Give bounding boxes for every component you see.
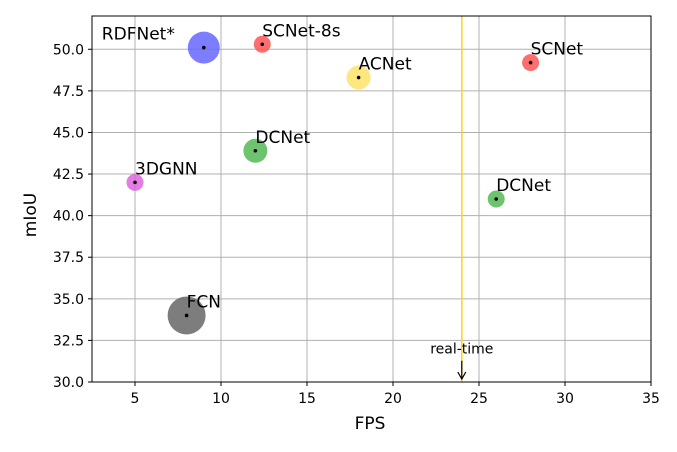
tick-labels: 5 10 15 20 25 30 35 30.0 32.5 35.0 37.5 40.0 42.5 45.… (53, 42, 660, 407)
data-point-center (133, 180, 137, 185)
x-tick-label: 5 (131, 391, 140, 407)
x-tick-label: 20 (384, 391, 402, 407)
point-label: SCNet (531, 40, 584, 60)
y-tick-label: 47.5 (53, 84, 84, 100)
data-point-center (356, 75, 361, 80)
x-tick-label: 10 (212, 391, 230, 407)
y-tick-label: 40.0 (53, 209, 84, 225)
y-tick-label: 50.0 (53, 42, 84, 58)
point-label: RDFNet* (102, 25, 175, 45)
y-tick-label: 30.0 (53, 375, 84, 391)
realtime-annotation: real-time (430, 342, 493, 358)
data-point-center (528, 60, 533, 65)
realtime-arrowhead (457, 371, 467, 381)
point-label: 3DGNN (135, 159, 198, 179)
grid-lines (92, 16, 652, 383)
x-tick-label: 25 (470, 391, 488, 407)
point-label: DCNet (496, 176, 551, 196)
point-label: DCNet (255, 128, 310, 148)
x-axis-title: FPS (355, 414, 386, 434)
data-point-center (184, 313, 189, 318)
point-label: ACNet (359, 55, 412, 75)
x-tick-label: 35 (642, 391, 660, 407)
point-label: SCNet-8s (262, 21, 340, 41)
data-point-center (202, 45, 206, 50)
y-axis-title: mIoU (21, 193, 41, 237)
y-tick-label: 42.5 (53, 167, 84, 183)
realtime-reference-line: real-time (430, 16, 493, 382)
y-tick-label: 32.5 (53, 333, 84, 349)
y-tick-label: 35.0 (53, 292, 84, 308)
x-tick-label: 15 (298, 391, 316, 407)
data-point-center (260, 42, 265, 47)
data-point-center (494, 197, 499, 201)
data-point-center (253, 148, 258, 153)
point-label: FCN (187, 292, 221, 312)
data-points: RDFNet* SCNet-8s ACNet SCNet DCNet 3DGNN DCNet… (102, 21, 584, 335)
y-tick-label: 45.0 (53, 125, 84, 141)
plot-frame (91, 15, 652, 383)
x-tick-label: 30 (556, 391, 574, 407)
y-tick-label: 37.5 (53, 250, 84, 266)
